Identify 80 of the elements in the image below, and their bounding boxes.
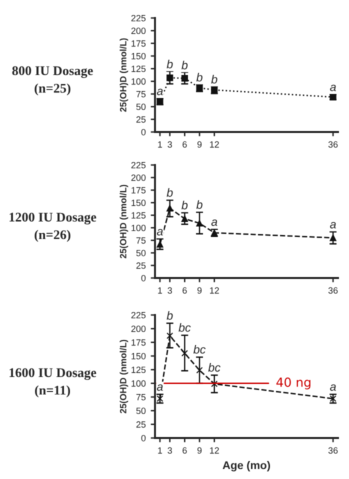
y-tick-label: 150 — [132, 200, 146, 206]
y-tick-label: 100 — [132, 380, 146, 387]
y-tick-label: 100 — [132, 78, 146, 85]
y-tick-label: 25 — [136, 262, 146, 269]
x-tick-label: 1 — [158, 287, 162, 294]
text: 800 IU Dosage (n=25) — [12, 66, 93, 96]
y-tick-label: 50 — [136, 250, 146, 256]
y-axis-title: 25(OH)D (nmol/L) — [120, 184, 128, 258]
y-tick-label: 200 — [131, 28, 146, 34]
x-tick-label: 9 — [197, 287, 202, 294]
y-tick-label: 0 — [141, 274, 146, 282]
point — [196, 366, 203, 374]
x-tick-label: 9 — [197, 141, 202, 148]
annotation: a — [330, 222, 336, 228]
point — [166, 332, 174, 340]
x-tick-label: 3 — [168, 447, 172, 454]
annotation: b — [182, 200, 188, 210]
point — [156, 395, 164, 402]
y-tick-label: 75 — [136, 237, 146, 244]
annotation: b — [196, 200, 202, 209]
y-tick-label: 175 — [132, 339, 146, 346]
x-tick-label: 1 — [158, 141, 162, 148]
y-tick-label: 125 — [132, 212, 146, 219]
point — [330, 395, 336, 402]
x-tick-label: 12 — [210, 141, 219, 148]
x-tick-label: 12 — [210, 447, 219, 454]
annotation: bc — [178, 323, 191, 332]
annotation: b — [196, 72, 202, 82]
y-tick-label: 125 — [132, 366, 146, 374]
y-axis-title: 25(OH)D (nmol/L) — [120, 38, 128, 112]
y-tick-label: 75 — [136, 394, 146, 400]
y-tick-label: 200 — [131, 174, 146, 181]
x-tick-label: 12 — [210, 287, 219, 294]
y-tick-label: 150 — [132, 52, 146, 60]
y-tick-label: 200 — [131, 326, 146, 332]
x-tick-label: 6 — [182, 141, 187, 148]
point — [181, 350, 188, 357]
annotation: a — [156, 229, 163, 236]
y-tick-label: 225 — [131, 14, 146, 22]
y-tick-label: 0 — [141, 434, 146, 442]
y-axis-title: 25(OH)D (nmol/L) — [120, 340, 128, 414]
x-tick-label: 36 — [328, 141, 338, 148]
annotation: a — [156, 384, 163, 391]
y-tick-label: 25 — [136, 421, 146, 428]
annotation: b — [182, 60, 188, 70]
annotation: b — [166, 311, 173, 320]
annotation: bc — [208, 363, 220, 372]
y-tick-label: 75 — [136, 91, 146, 98]
annotation: b — [166, 188, 173, 197]
y-tick-label: 50 — [136, 408, 146, 414]
x-axis-title: Age (mo) — [222, 461, 270, 472]
x-tick-label: 3 — [168, 141, 172, 148]
y-tick-label: 125 — [132, 66, 146, 72]
x-tick-label: 3 — [168, 287, 172, 294]
ref-line-label: 40 ng — [276, 378, 310, 390]
y-tick-label: 150 — [132, 352, 146, 360]
y-tick-label: 0 — [141, 128, 146, 136]
y-tick-label: 175 — [132, 40, 146, 47]
x-tick-label: 36 — [328, 447, 338, 454]
x-tick-label: 6 — [182, 287, 187, 294]
text: 1600 IU Dosage (n=11) — [10, 368, 96, 398]
point — [211, 380, 218, 388]
x-tick-label: 6 — [182, 447, 187, 454]
annotation: b — [166, 60, 173, 68]
annotation: a — [330, 84, 336, 92]
y-tick-label: 50 — [136, 104, 146, 110]
y-tick-label: 100 — [132, 224, 146, 232]
y-tick-label: 225 — [131, 162, 146, 168]
y-tick-label: 175 — [132, 187, 146, 194]
annotation: bc — [193, 344, 206, 354]
annotation: a — [330, 384, 336, 391]
x-tick-label: 1 — [158, 447, 162, 454]
y-tick-label: 25 — [136, 116, 146, 123]
y-tick-label: 225 — [131, 312, 146, 318]
x-tick-label: 36 — [328, 287, 338, 294]
annotation: a — [211, 219, 218, 226]
annotation: b — [211, 74, 218, 84]
annotation: a — [156, 88, 163, 96]
x-tick-label: 9 — [197, 447, 202, 454]
text: 1200 IU Dosage (n=26) — [10, 212, 96, 242]
